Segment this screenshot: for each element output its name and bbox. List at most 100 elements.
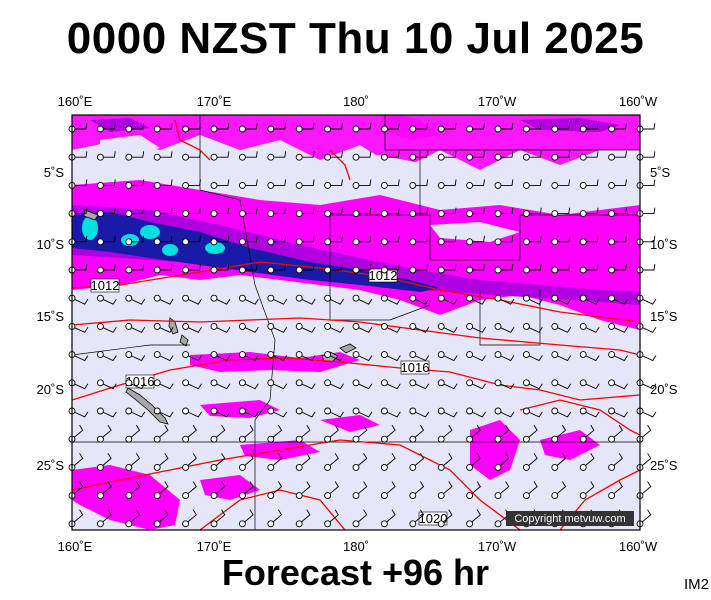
wind-barb [500,453,510,466]
map-frame [71,114,641,531]
wind-barb-station [352,322,360,330]
wind-barb-station [295,435,303,443]
wind-barb [160,179,173,186]
wind-barb [528,453,538,466]
wind-barb [614,327,628,333]
wind-barb [642,355,657,362]
wind-barb [386,355,401,362]
wind-barb-station [579,435,587,443]
wind-barb-station [579,322,587,330]
wind-barb-station [437,294,445,302]
wind-barb [614,355,628,362]
wind-barb-station [238,379,246,387]
wind-barb [414,481,425,495]
wind-barb [358,411,373,418]
wind-barb [217,263,230,271]
wind-barb-station [494,125,502,133]
wind-barb [472,355,486,362]
wind-barb-station [324,351,332,359]
wind-barb [74,481,84,495]
wind-barb-station [267,153,275,161]
wind-barb [387,207,400,215]
wind-barb [472,122,485,130]
wind-barb-station [125,435,133,443]
wind-barb [131,298,146,305]
wind-barb [614,122,627,130]
wind-barb [529,263,542,271]
wind-barb [75,207,88,215]
wind-barb [131,327,146,333]
isobars [72,119,640,530]
wind-barb [245,151,258,158]
wind-barb-station [125,463,133,471]
wind-barb [501,263,514,271]
wind-barb-station [551,379,559,387]
wind-barb [643,235,656,243]
wind-barb-station [466,322,474,330]
wind-barb [500,383,515,390]
wind-barb [472,151,485,158]
wind-barb-station [182,266,190,274]
wind-barb [500,355,515,362]
wind-barb-station [494,435,502,443]
wind-barb [188,207,201,215]
lon-label: 170˚E [197,539,232,554]
wind-barb-station [153,379,161,387]
wind-barb-station [380,520,388,528]
wind-barb [273,122,287,130]
wind-barb-station [210,435,218,443]
wind-barb-station [494,463,502,471]
wind-barb-station [125,294,133,302]
wind-barb [387,179,400,186]
vanuatu-island-2 [179,334,189,347]
wind-barb-station [267,492,275,500]
wind-barb-station [437,492,445,500]
wind-barb-station [96,322,104,330]
wind-barb-station [295,463,303,471]
wind-barb-station [295,322,303,330]
wind-barb [301,298,316,305]
wind-barb-station [125,238,133,246]
wind-barb [358,327,373,333]
wind-barb [614,235,627,243]
wind-barb [501,151,514,158]
wind-barb [528,424,538,438]
wind-barb-station [324,492,332,500]
wind-barb-station [352,379,360,387]
lon-label: 160˚W [619,539,658,554]
wind-barb [159,383,174,390]
wind-barb [586,122,599,130]
wind-barb [75,151,88,158]
lon-labels-top: 160˚E 170˚E 180˚ 170˚W 160˚W [58,94,658,109]
wind-barb-station [608,210,616,218]
wind-barb [130,424,141,438]
wind-barb [557,207,571,215]
wind-barb [217,235,230,243]
wind-barb-station [267,238,275,246]
wind-barb-station [579,266,587,274]
wind-barb-station [324,125,332,133]
wind-barb-station [437,351,445,359]
wind-barb [643,122,656,130]
wind-barb-station [380,125,388,133]
lat-label: 15˚S [37,309,65,324]
wind-barb [358,424,368,438]
wind-barb [472,235,485,243]
wind-barb [443,298,458,305]
wind-barb-station [409,435,417,443]
wind-barb [443,509,453,523]
map-code: IM2 [683,576,709,593]
wind-barb [556,424,567,438]
wind-barb-station [182,294,190,302]
wind-barb [500,327,515,333]
wind-barb-station [608,238,616,246]
wind-barb-station [437,153,445,161]
wind-barb [272,424,283,438]
wind-barb-station [608,351,616,359]
wind-barb-station [210,294,218,302]
wind-barb [585,383,600,390]
wind-barb-station [579,210,587,218]
wind-barb [586,179,599,186]
wind-barb-station [153,435,161,443]
wind-barb [613,481,623,495]
